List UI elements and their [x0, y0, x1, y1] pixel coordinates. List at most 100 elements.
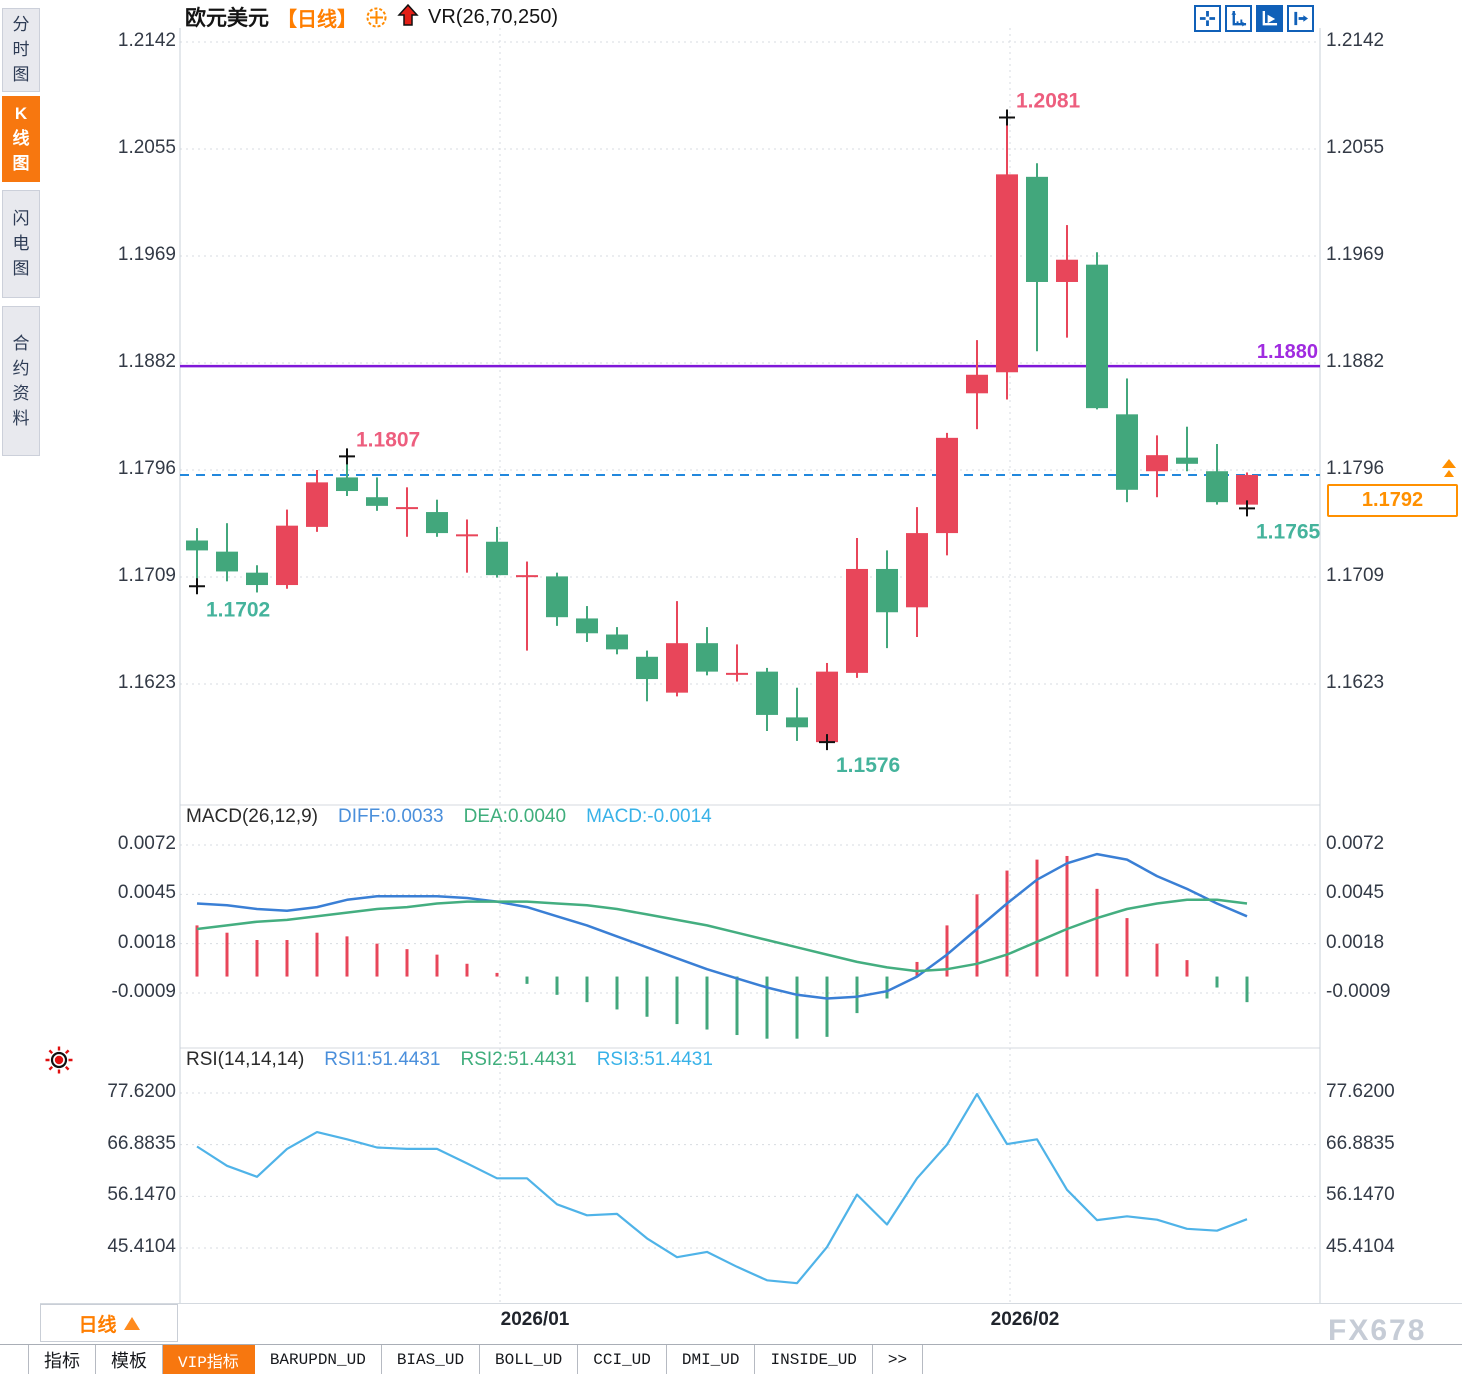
- macd-hist-bar: [735, 976, 739, 1036]
- candle-body[interactable]: [1116, 414, 1138, 490]
- tab-bias_ud[interactable]: BIAS_UD: [382, 1345, 481, 1374]
- candle-body[interactable]: [1236, 474, 1258, 505]
- current-price-box: 1.1792: [1327, 484, 1458, 517]
- tab-[interactable]: >>: [873, 1345, 924, 1374]
- sidebar-item-lightning-chart[interactable]: 闪电图: [2, 190, 40, 298]
- macd-diff-value: DIFF:0.0033: [338, 806, 444, 827]
- candle-body[interactable]: [486, 541, 508, 576]
- target-circle-icon[interactable]: [365, 6, 388, 29]
- candle-body[interactable]: [306, 482, 328, 527]
- candle-body[interactable]: [726, 672, 748, 675]
- macd-dea-line: [196, 898, 1248, 973]
- candle-body[interactable]: [1026, 176, 1048, 282]
- sidebar-item-time-chart[interactable]: 分时图: [2, 8, 40, 92]
- tab-inside_ud[interactable]: INSIDE_UD: [755, 1345, 873, 1374]
- extreme-cross-marker: [1239, 500, 1255, 517]
- candle-body[interactable]: [276, 525, 298, 586]
- extreme-price-label: 1.1807: [356, 428, 420, 451]
- tab-dmi_ud[interactable]: DMI_UD: [667, 1345, 756, 1374]
- macd-hist-bar: [1035, 859, 1039, 977]
- tab-boll_ud[interactable]: BOLL_UD: [480, 1345, 579, 1374]
- candle-body[interactable]: [876, 568, 898, 613]
- candle-body[interactable]: [456, 534, 478, 537]
- candle-body[interactable]: [366, 497, 388, 506]
- candle-body[interactable]: [606, 634, 628, 650]
- sidebar-item-contract-info[interactable]: 合约资料: [2, 306, 40, 456]
- candle-body[interactable]: [636, 656, 658, 680]
- macd-dea-value: DEA:0.0040: [463, 806, 567, 827]
- candle-body[interactable]: [516, 575, 538, 578]
- rsi3-value: RSI3:51.4431: [596, 1049, 713, 1070]
- candle-body[interactable]: [216, 551, 238, 572]
- tab-指标[interactable]: 指标: [28, 1345, 96, 1374]
- candle-body[interactable]: [1206, 471, 1228, 503]
- macd-hist-bar: [945, 925, 949, 977]
- price-axis-tick: 1.2055: [1326, 137, 1385, 158]
- extreme-price-label: 1.2081: [1016, 89, 1081, 112]
- candle-body[interactable]: [1176, 457, 1198, 464]
- pan-crosshair-icon[interactable]: [1194, 5, 1221, 32]
- candle-body[interactable]: [966, 374, 988, 394]
- vr-indicator-label[interactable]: VR(26,70,250): [428, 5, 559, 28]
- macd-axis-tick: -0.0009: [111, 981, 176, 1002]
- period-selector-label: 日线: [78, 1314, 117, 1336]
- rsi-line: [196, 1092, 1248, 1285]
- period-tag[interactable]: 【日线】: [277, 8, 357, 31]
- price-axis-tick: 1.2142: [117, 30, 176, 51]
- jump-to-latest-icon[interactable]: [1287, 5, 1314, 32]
- chart-canvas[interactable]: 1.1702 1.1807 1.1576 1.2081 1.1765: [179, 28, 1321, 1305]
- tab-模板[interactable]: 模板: [96, 1345, 163, 1374]
- x-axis-label-jan: 2026/01: [500, 1309, 570, 1330]
- indicator-tab-bar: 指标 模板 VIP指标 BARUPDN_UD BIAS_UD BOLL_UD CCI_UD D…: [0, 1344, 1462, 1374]
- macd-hist-bar: [675, 976, 679, 1025]
- period-selector[interactable]: 日线: [40, 1304, 178, 1342]
- macd-hist-bar: [705, 976, 709, 1030]
- candle-body[interactable]: [1146, 455, 1168, 472]
- chart-toolbar: [1194, 5, 1314, 32]
- macd-hist-bar: [1185, 960, 1189, 977]
- tab-barupdn_ud[interactable]: BARUPDN_UD: [255, 1345, 382, 1374]
- candle-body[interactable]: [996, 174, 1018, 373]
- tab-vip指标[interactable]: VIP指标: [163, 1345, 255, 1374]
- axis-scale-icon[interactable]: [1225, 5, 1252, 32]
- triangle-up-icon: [123, 1316, 140, 1330]
- candle-body[interactable]: [546, 576, 568, 618]
- candle-body[interactable]: [396, 507, 418, 510]
- extreme-cross-marker: [819, 734, 835, 751]
- candle-body[interactable]: [576, 618, 598, 634]
- candle-body[interactable]: [786, 717, 808, 728]
- macd-hist-bar: [1155, 943, 1159, 977]
- rsi-axis-tick: 56.1470: [1326, 1184, 1395, 1206]
- candle-body[interactable]: [906, 533, 928, 608]
- macd-axis-tick: 0.0045: [1326, 882, 1385, 904]
- candle-body[interactable]: [846, 568, 868, 673]
- auto-scale-icon[interactable]: [1256, 5, 1283, 32]
- macd-hist-bar: [1215, 976, 1219, 988]
- candle-body[interactable]: [936, 437, 958, 534]
- candle-body[interactable]: [756, 671, 778, 715]
- candle-body[interactable]: [696, 643, 718, 672]
- candle-body[interactable]: [1056, 259, 1078, 282]
- candle-body[interactable]: [246, 572, 268, 586]
- macd-axis-tick: -0.0009: [1326, 981, 1391, 1002]
- macd-hist-bar: [1005, 870, 1009, 977]
- macd-axis-tick: 0.0072: [117, 833, 176, 854]
- candle-body[interactable]: [336, 477, 358, 492]
- candle-body[interactable]: [666, 643, 688, 693]
- macd-hist-bar: [255, 940, 259, 977]
- candle-body[interactable]: [186, 540, 208, 551]
- up-arrow-icon: [396, 4, 420, 30]
- alarm-sun-icon[interactable]: [44, 1045, 74, 1080]
- price-axis-tick: 1.1623: [117, 672, 176, 693]
- candle-body[interactable]: [816, 671, 838, 743]
- macd-macd-value: MACD:-0.0014: [586, 806, 712, 827]
- candle-body[interactable]: [426, 512, 448, 534]
- price-up-marker-icon[interactable]: [1441, 459, 1457, 481]
- macd-hist-bar: [765, 976, 769, 1039]
- rsi-axis-tick: 66.8835: [107, 1132, 176, 1154]
- tab-cci_ud[interactable]: CCI_UD: [578, 1345, 667, 1374]
- candle-body[interactable]: [1086, 264, 1108, 409]
- rsi-axis-tick: 45.4104: [107, 1236, 176, 1257]
